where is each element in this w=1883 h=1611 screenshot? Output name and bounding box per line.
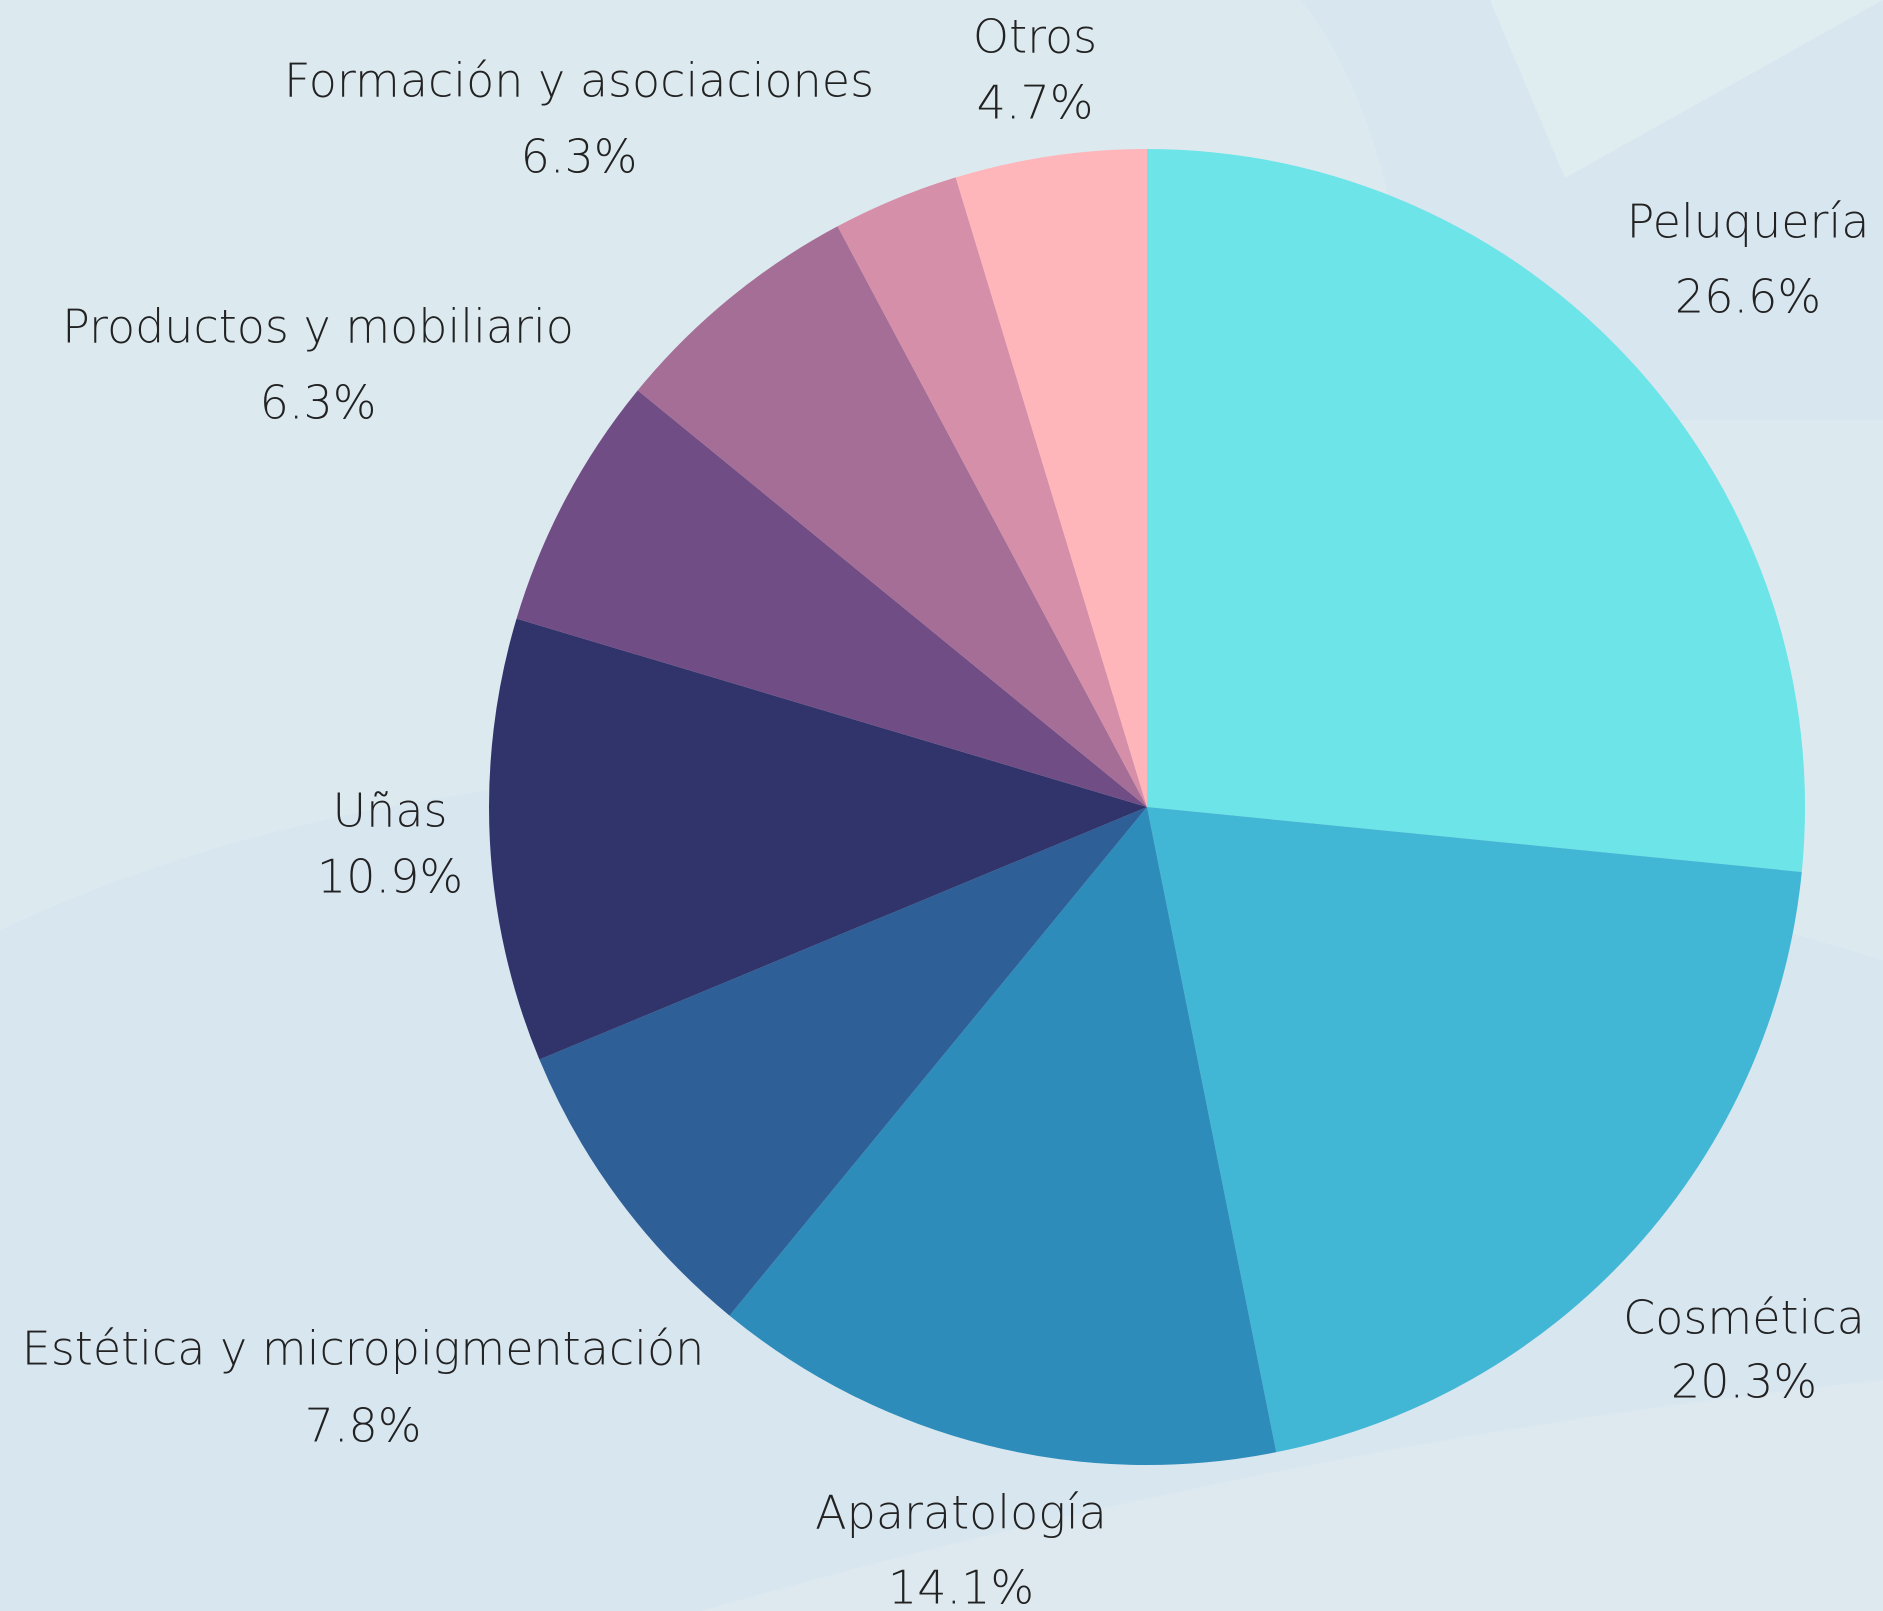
background-shape — [1490, 0, 1883, 178]
pie-slice — [1147, 807, 1802, 1453]
pie-slice — [516, 390, 1147, 807]
slice-value-label: 4.7% — [977, 76, 1094, 130]
slice-value-label: 6.3% — [521, 130, 638, 184]
slice-value-label: 6.3% — [260, 376, 377, 430]
pie-slice — [539, 807, 1147, 1316]
slice-label: Productos y mobiliario — [62, 300, 574, 354]
slice-label: Cosmética — [1623, 1291, 1865, 1345]
slice-value-label: 7.8% — [305, 1399, 422, 1453]
slice-value-label: 20.3% — [1671, 1355, 1817, 1409]
pie-slice — [637, 226, 1147, 808]
pie-slice — [729, 807, 1277, 1465]
background-shape — [700, 1380, 1883, 1611]
slice-label: Formación y asociaciones — [284, 54, 874, 108]
pie-slice — [837, 177, 1147, 807]
pie-slice — [955, 149, 1147, 807]
slice-label: Estética y micropigmentación — [22, 1322, 705, 1376]
slice-label: Aparatología — [815, 1486, 1107, 1540]
slice-label: Uñas — [333, 784, 448, 838]
slice-value-label: 10.9% — [317, 850, 463, 904]
slice-value-label: 26.6% — [1675, 270, 1821, 324]
slice-label: Otros — [973, 10, 1097, 64]
pie-slice — [488, 618, 1147, 1060]
slice-label: Peluquería — [1627, 195, 1870, 249]
pie-slice — [1147, 149, 1806, 872]
slice-value-label: 14.1% — [888, 1561, 1034, 1611]
